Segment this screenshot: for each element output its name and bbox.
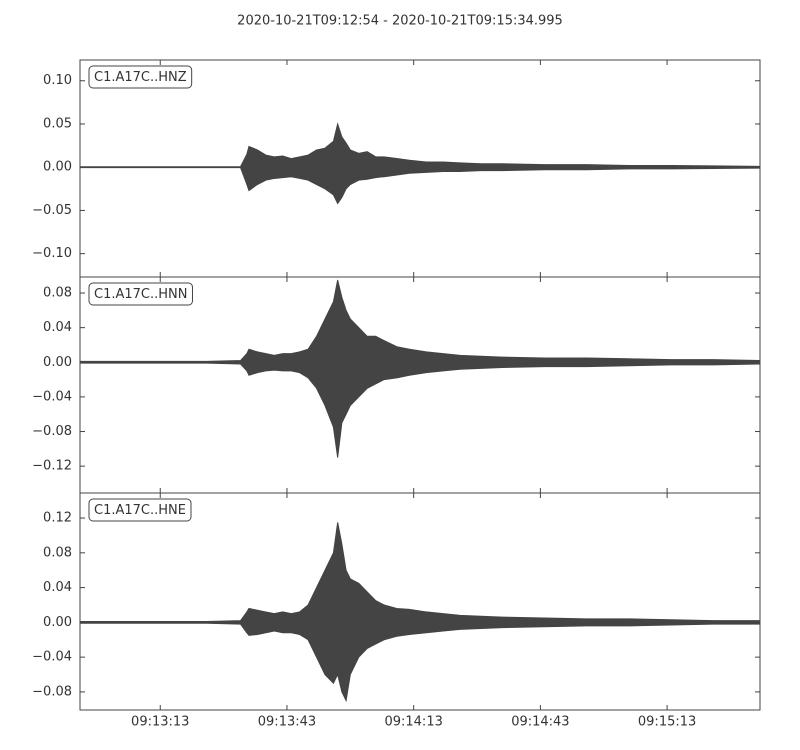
y-tick-label: 0.08 bbox=[43, 545, 72, 560]
y-tick-label: −0.08 bbox=[32, 424, 72, 439]
y-tick-label: 0.08 bbox=[43, 286, 72, 301]
panel-frame bbox=[79, 276, 761, 494]
panel-frame bbox=[79, 492, 761, 711]
y-tick-label: 0.05 bbox=[43, 116, 72, 131]
y-tick-label: 0.12 bbox=[43, 511, 72, 526]
y-tick-label: −0.04 bbox=[32, 389, 72, 404]
y-tick-label: −0.12 bbox=[32, 459, 72, 474]
waveform-envelope bbox=[80, 122, 761, 168]
x-tick-label: 09:13:43 bbox=[258, 715, 316, 730]
y-tick-label: 0.00 bbox=[43, 615, 72, 630]
y-tick-label: 0.00 bbox=[43, 160, 72, 175]
y-tick-label: 0.04 bbox=[43, 320, 72, 335]
y-tick-label: −0.08 bbox=[32, 684, 72, 699]
waveform-envelope bbox=[80, 362, 761, 458]
x-tick-label: 09:13:13 bbox=[131, 715, 189, 730]
waveform-envelope bbox=[80, 622, 760, 703]
trace-label: C1.A17C..HNN bbox=[94, 287, 187, 302]
y-tick-label: −0.10 bbox=[32, 246, 72, 261]
y-tick-label: −0.04 bbox=[32, 650, 72, 665]
y-tick-label: 0.04 bbox=[43, 580, 72, 595]
waveform-envelope bbox=[80, 279, 761, 362]
y-tick-label: 0.00 bbox=[43, 355, 72, 370]
trace-label-box bbox=[88, 65, 193, 89]
waveform-fill bbox=[80, 280, 760, 458]
x-tick-label: 09:14:13 bbox=[384, 715, 442, 730]
waveform-fill bbox=[80, 123, 760, 204]
waveform-fill bbox=[80, 522, 760, 701]
trace-label: C1.A17C..HNE bbox=[94, 503, 186, 518]
y-tick-label: 0.10 bbox=[43, 73, 72, 88]
chart-title: 2020-10-21T09:12:54 - 2020-10-21T09:15:3… bbox=[237, 14, 563, 29]
waveform-envelope bbox=[80, 167, 761, 205]
trace-label: C1.A17C..HNZ bbox=[94, 70, 187, 85]
waveform-envelope bbox=[80, 522, 760, 622]
trace-label-box bbox=[88, 282, 193, 306]
trace-label-box bbox=[88, 498, 192, 522]
x-tick-label: 09:15:13 bbox=[638, 715, 696, 730]
y-tick-label: −0.05 bbox=[32, 203, 72, 218]
x-tick-label: 09:14:43 bbox=[511, 715, 569, 730]
